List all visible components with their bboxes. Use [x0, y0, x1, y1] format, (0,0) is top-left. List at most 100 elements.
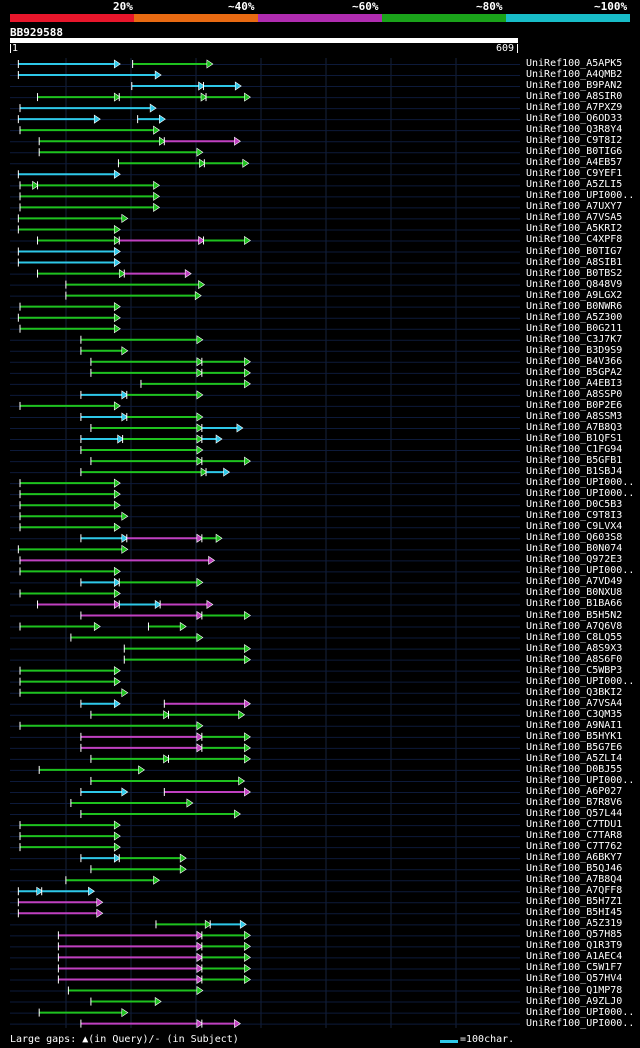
hit-segment[interactable] — [80, 412, 129, 422]
hit-segment[interactable] — [38, 136, 166, 146]
hit-label[interactable]: UniRef100_A5Z319 — [526, 918, 623, 930]
hit-label[interactable]: UniRef100_A7QFF8 — [526, 885, 623, 897]
hit-segment[interactable] — [17, 213, 129, 223]
hit-segment[interactable] — [19, 666, 121, 676]
hit-label[interactable]: UniRef100_Q3BKI2 — [526, 686, 623, 698]
hit-segment[interactable] — [205, 467, 231, 477]
hit-segment[interactable] — [17, 224, 121, 235]
hit-segment[interactable] — [123, 655, 251, 665]
hit-segment[interactable] — [203, 235, 251, 246]
hit-segment[interactable] — [65, 280, 206, 290]
hit-label[interactable]: UniRef100_B0G211 — [526, 322, 623, 334]
hit-segment[interactable] — [19, 842, 121, 852]
hit-segment[interactable] — [201, 941, 251, 951]
hit-segment[interactable] — [37, 180, 161, 190]
hit-segment[interactable] — [19, 202, 161, 212]
hit-segment[interactable] — [19, 511, 129, 521]
hit-segment[interactable] — [57, 930, 204, 940]
hit-segment[interactable] — [167, 710, 246, 720]
hit-label[interactable]: UniRef100_B4V366 — [526, 355, 623, 367]
hit-label[interactable]: UniRef100_A8S9X3 — [526, 642, 623, 654]
hit-label[interactable]: UniRef100_A4EBI3 — [526, 377, 623, 389]
hit-segment[interactable] — [17, 169, 121, 179]
hit-label[interactable]: UniRef100_Q6OD33 — [526, 113, 623, 125]
hit-label[interactable]: UniRef100_UPI000.. — [526, 477, 635, 489]
hit-segment[interactable] — [19, 401, 121, 411]
hit-segment[interactable] — [17, 246, 121, 257]
hit-segment[interactable] — [90, 754, 171, 764]
hit-segment[interactable] — [118, 599, 162, 610]
hit-label[interactable]: UniRef100_B1QFS1 — [526, 433, 623, 445]
hit-segment[interactable] — [117, 158, 206, 168]
hit-segment[interactable] — [123, 269, 192, 279]
hit-label[interactable]: UniRef100_C4XPF8 — [526, 234, 623, 246]
hit-segment[interactable] — [80, 445, 204, 455]
hit-label[interactable]: UniRef100_A8SSP0 — [526, 388, 623, 400]
hit-segment[interactable] — [19, 677, 121, 687]
hit-segment[interactable] — [201, 963, 251, 974]
hit-label[interactable]: UniRef100_B5G7E6 — [526, 741, 623, 753]
hit-label[interactable]: UniRef100_A5KRI2 — [526, 223, 623, 235]
hit-label[interactable]: UniRef100_C7T762 — [526, 841, 623, 853]
hit-label[interactable]: UniRef100_A6P027 — [526, 785, 623, 797]
hit-segment[interactable] — [19, 302, 121, 312]
hit-label[interactable]: UniRef100_B0TIG7 — [526, 245, 623, 257]
hit-label[interactable]: UniRef100_Q57H85 — [526, 929, 623, 941]
hit-label[interactable]: UniRef100_Q1MP78 — [526, 984, 623, 996]
hit-segment[interactable] — [163, 136, 241, 146]
hit-segment[interactable] — [19, 180, 40, 190]
hit-segment[interactable] — [41, 886, 95, 896]
hit-segment[interactable] — [126, 412, 204, 422]
hit-segment[interactable] — [38, 147, 204, 157]
hit-label[interactable]: UniRef100_B7R8V6 — [526, 797, 623, 808]
hit-segment[interactable] — [19, 588, 121, 599]
hit-label[interactable]: UniRef100_Q1R3T9 — [526, 940, 623, 952]
hit-segment[interactable] — [17, 257, 121, 268]
hit-segment[interactable] — [65, 875, 161, 885]
hit-label[interactable]: UniRef100_C9T8I3 — [526, 510, 623, 522]
hit-segment[interactable] — [19, 621, 101, 632]
hit-segment[interactable] — [37, 92, 121, 102]
hit-segment[interactable] — [140, 379, 251, 389]
hit-label[interactable]: UniRef100_C5W1F7 — [526, 962, 623, 974]
hit-segment[interactable] — [19, 522, 121, 532]
hit-segment[interactable] — [19, 103, 157, 113]
hit-label[interactable]: UniRef100_C1FG94 — [526, 444, 623, 456]
hit-label[interactable]: UniRef100_A8SIR0 — [526, 91, 623, 103]
hit-segment[interactable] — [90, 776, 246, 786]
hit-segment[interactable] — [118, 577, 204, 587]
hit-segment[interactable] — [17, 897, 104, 907]
hit-segment[interactable] — [137, 114, 166, 124]
hit-segment[interactable] — [90, 864, 187, 874]
hit-segment[interactable] — [132, 59, 214, 69]
hit-segment[interactable] — [17, 114, 101, 124]
hit-label[interactable]: UniRef100_Q972E3 — [526, 554, 623, 566]
hit-segment[interactable] — [19, 478, 121, 488]
hit-label[interactable]: UniRef100_C9YEF1 — [526, 168, 623, 180]
hit-label[interactable]: UniRef100_A7VSA5 — [526, 212, 623, 224]
hit-segment[interactable] — [37, 269, 126, 279]
hit-label[interactable]: UniRef100_A7UXY7 — [526, 201, 623, 213]
hit-segment[interactable] — [126, 533, 204, 543]
hit-label[interactable]: UniRef100_Q57HV4 — [526, 973, 623, 985]
hit-segment[interactable] — [19, 831, 121, 841]
hit-segment[interactable] — [90, 423, 204, 433]
hit-segment[interactable] — [80, 809, 241, 819]
hit-segment[interactable] — [80, 743, 204, 753]
hit-label[interactable]: UniRef100_A9NAI1 — [526, 719, 623, 731]
hit-label[interactable]: UniRef100_B5GFB1 — [526, 455, 623, 467]
hit-label[interactable]: UniRef100_C5WBP3 — [526, 664, 623, 676]
hit-segment[interactable] — [65, 291, 202, 301]
hit-label[interactable]: UniRef100_A7PXZ9 — [526, 102, 623, 114]
hit-label[interactable]: UniRef100_UPI000.. — [526, 190, 635, 202]
hit-segment[interactable] — [201, 357, 251, 367]
hit-segment[interactable] — [201, 434, 223, 444]
hit-segment[interactable] — [57, 963, 204, 974]
hit-segment[interactable] — [126, 390, 204, 400]
hit-label[interactable]: UniRef100_B0TBS2 — [526, 267, 623, 279]
hit-segment[interactable] — [80, 610, 204, 621]
hit-label[interactable]: UniRef100_A7VD49 — [526, 576, 623, 588]
hit-label[interactable]: UniRef100_B3D9S9 — [526, 344, 623, 356]
hit-label[interactable]: UniRef100_A7Q6V8 — [526, 620, 623, 632]
hit-label[interactable]: UniRef100_Q603S8 — [526, 532, 623, 544]
